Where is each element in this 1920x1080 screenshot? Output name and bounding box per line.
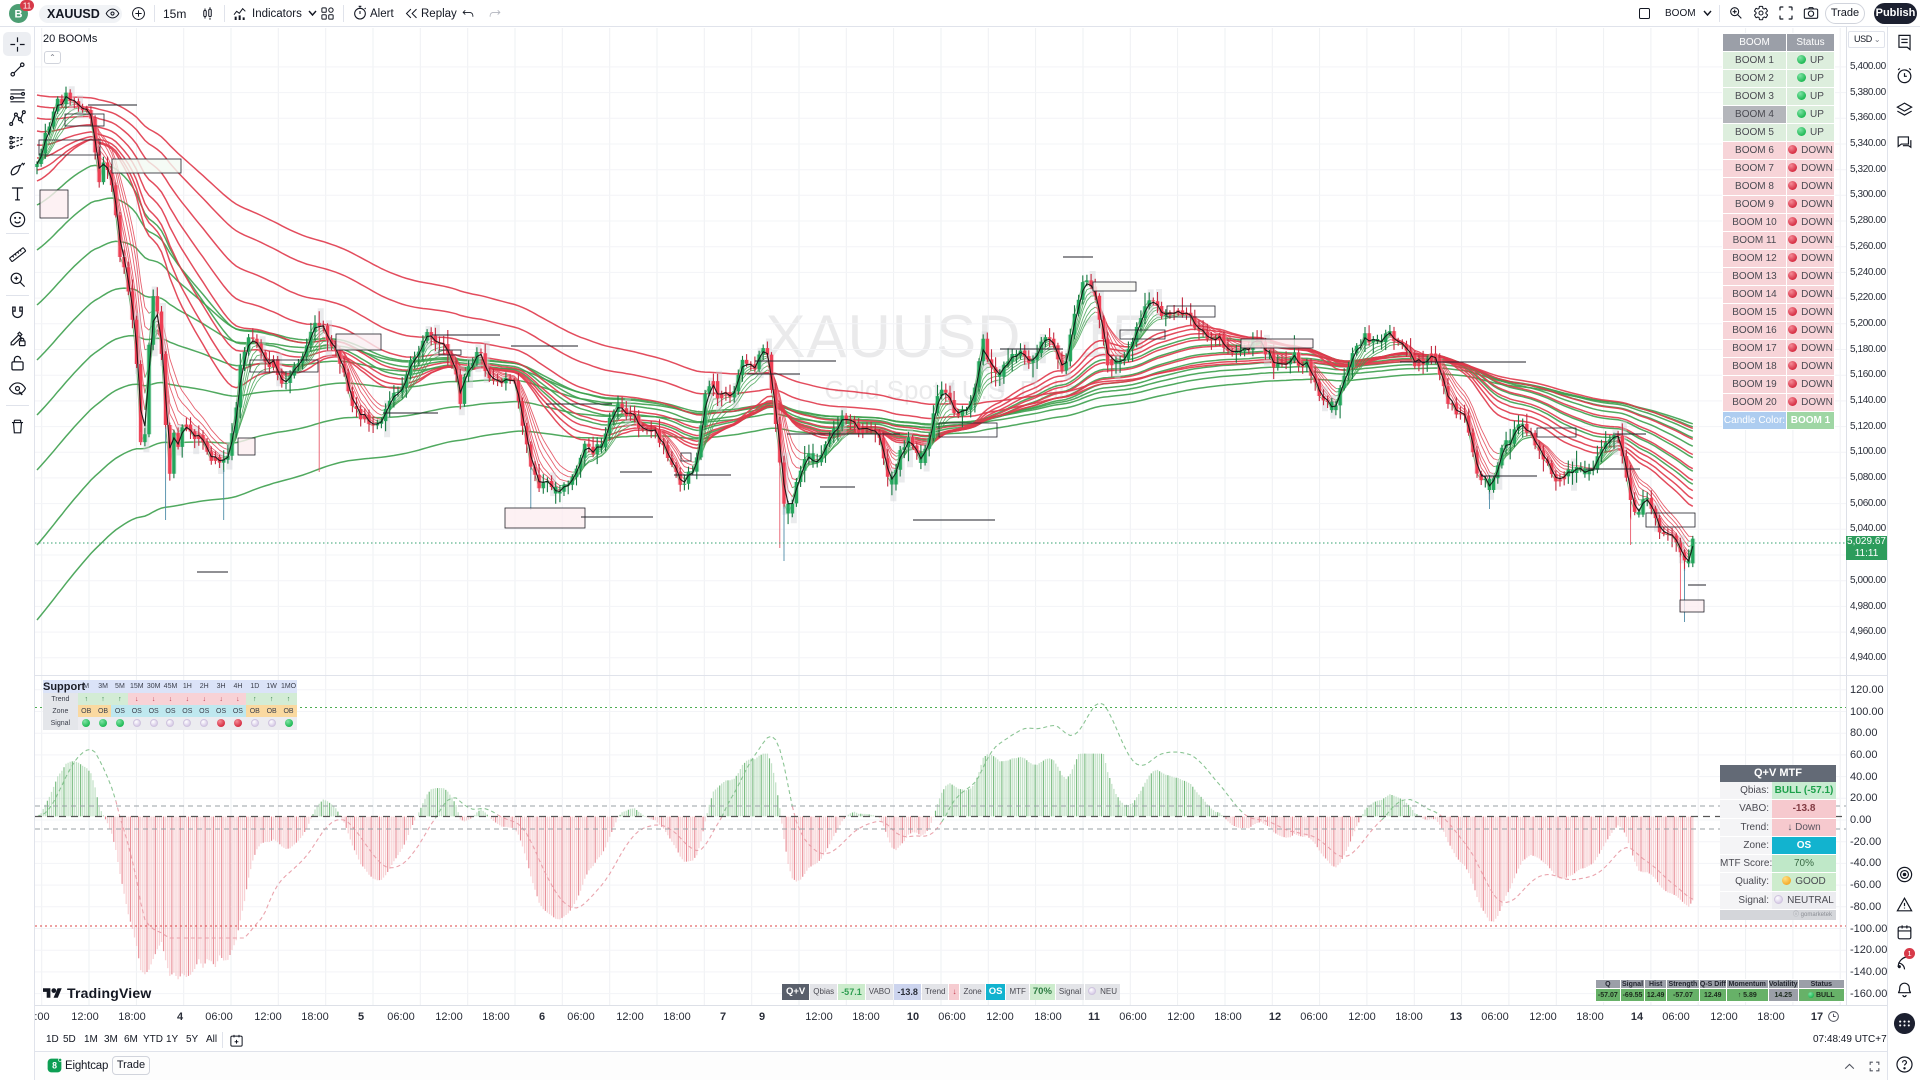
svg-text:11: 11	[23, 2, 32, 11]
svg-text:B: B	[15, 9, 23, 21]
svg-text:1: 1	[1907, 949, 1911, 958]
svg-text:8: 8	[52, 1061, 57, 1071]
